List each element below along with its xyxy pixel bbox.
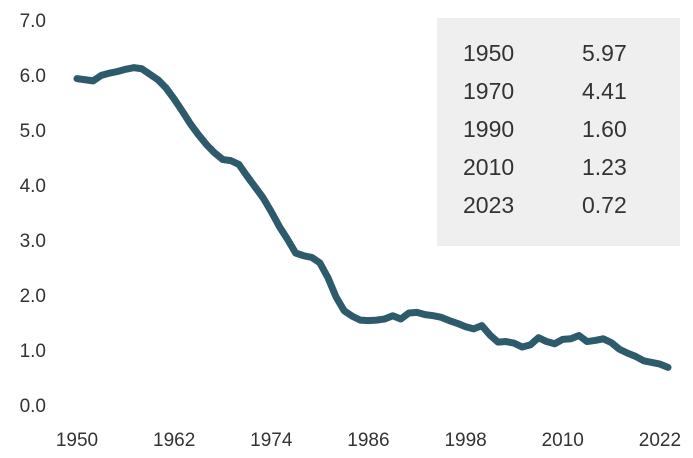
line — [73, 64, 672, 371]
table-year: 2023 — [463, 192, 514, 218]
x-tick-label: 1974 — [250, 430, 293, 451]
table-value: 4.41 — [582, 78, 627, 104]
y-tick-label: 1.0 — [20, 341, 46, 362]
table-value: 0.72 — [582, 192, 627, 218]
x-tick-label: 2022 — [639, 430, 681, 451]
x-tick-label: 1962 — [153, 430, 195, 451]
table-year: 1990 — [463, 116, 514, 142]
x-tick-label: 1998 — [444, 430, 486, 451]
table-value: 1.60 — [582, 116, 627, 142]
y-tick-label: 4.0 — [20, 176, 46, 197]
table-value: 5.97 — [582, 40, 627, 66]
x-tick-label: 1950 — [56, 430, 98, 451]
y-tick-label: 7.0 — [20, 11, 46, 32]
summary-table — [437, 18, 680, 246]
table-year: 1970 — [463, 78, 514, 104]
y-tick-label: 5.0 — [20, 121, 46, 142]
table-value: 1.23 — [582, 154, 627, 180]
x-tick-label: 2010 — [542, 430, 584, 451]
table-year: 2010 — [463, 154, 514, 180]
y-tick-label: 0.0 — [20, 396, 46, 417]
table-year: 1950 — [463, 40, 514, 66]
y-tick-label: 6.0 — [20, 66, 46, 87]
y-tick-label: 2.0 — [20, 286, 46, 307]
x-tick-label: 1986 — [347, 430, 389, 451]
y-tick-label: 3.0 — [20, 231, 46, 252]
